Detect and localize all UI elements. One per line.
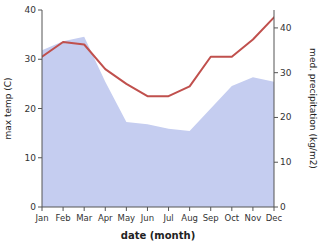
y2-tick [274,207,278,208]
y2-tick-label: 0 [280,202,286,212]
y2-tick [274,72,278,73]
x-axis-label: date (month) [121,230,195,241]
chart: 0 10 20 30 40 0 10 20 30 40 Jan Feb Mar Apr May Jun Jul A… [0,0,318,247]
y2-tick-label: 40 [280,23,292,33]
x-axis-line [42,207,274,208]
y2-axis-label: med. precipitation (kg/m2) [308,48,318,169]
x-tick [231,207,232,211]
x-tick-label: Oct [224,213,239,223]
y-axis-label: max temp (C) [3,77,13,139]
x-tick [126,207,127,211]
y-tick-label: 30 [25,54,37,64]
y2-tick-label: 30 [280,68,292,78]
y2-tick-label: 20 [280,112,292,122]
x-tick [189,207,190,211]
y-tick-label: 10 [25,153,37,163]
x-tick [147,207,148,211]
y2-axis-line [274,10,275,207]
y2-tick [274,27,278,28]
x-tick-label: Aug [181,213,198,223]
y-tick-label: 40 [25,5,37,15]
x-tick-label: Feb [56,213,71,223]
x-tick [210,207,211,211]
y2-tick [274,117,278,118]
y2-tick-label: 10 [280,157,292,167]
y-tick [38,108,42,109]
x-tick [252,207,253,211]
x-tick [105,207,106,211]
x-tick-label: Sep [203,213,219,223]
precip-area [42,37,274,207]
x-tick-label: Dec [266,213,283,223]
x-tick [274,207,275,211]
x-tick [84,207,85,211]
x-tick-label: Mar [76,213,93,223]
y-tick [38,59,42,60]
x-tick [63,207,64,211]
x-tick [42,207,43,211]
x-tick [168,207,169,211]
x-tick-label: Apr [98,213,113,223]
temp-line [42,17,274,96]
y-tick [38,10,42,11]
y2-tick [274,162,278,163]
y-tick-label: 20 [25,104,37,114]
x-tick-label: Jul [162,213,173,223]
plot-area [42,17,274,207]
x-tick-label: Nov [245,213,262,223]
x-tick-label: Jun [140,213,154,223]
x-tick-label: May [118,213,136,223]
y-tick [38,157,42,158]
y-tick-label: 0 [30,202,36,212]
y-tick [38,207,42,208]
x-tick-label: Jan [34,213,48,223]
